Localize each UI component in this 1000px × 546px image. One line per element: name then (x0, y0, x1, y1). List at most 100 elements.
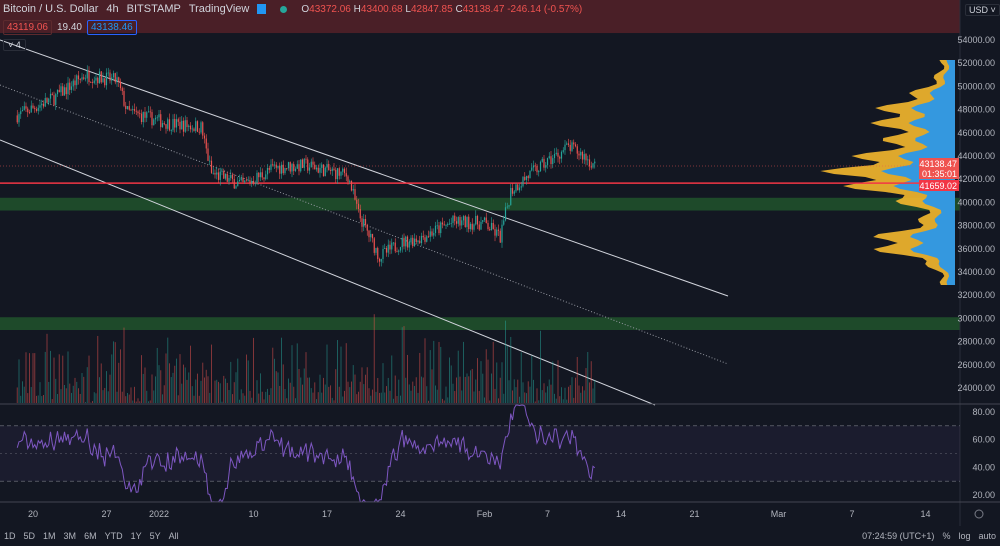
candle-body (132, 109, 134, 111)
candle-body (331, 168, 333, 172)
support-zone (0, 317, 960, 330)
volume-bar (585, 368, 587, 403)
volume-bar (326, 344, 328, 403)
volume-bar (274, 358, 275, 403)
volume-bar (410, 390, 412, 403)
settings-icon[interactable] (974, 509, 984, 519)
candle-body (34, 107, 36, 109)
candle-body (555, 152, 557, 154)
range-5d[interactable]: 5D (23, 531, 36, 541)
candle-body (261, 172, 263, 178)
candle-body (455, 221, 458, 224)
range-1d[interactable]: 1D (4, 531, 16, 541)
volume-bar (543, 383, 545, 403)
time-tick-label: 17 (322, 509, 332, 519)
candle-body (557, 152, 559, 157)
candle-body (18, 114, 20, 123)
volume-bar (88, 355, 90, 403)
volume-bar (176, 358, 177, 403)
price-tick-label: 54000.00 (957, 35, 995, 45)
volume-bar (235, 372, 237, 403)
time-tick-label: 14 (616, 509, 626, 519)
range-1y[interactable]: 1Y (130, 531, 142, 541)
buy-button[interactable]: 43138.46 (87, 20, 137, 35)
volume-bar (93, 392, 95, 403)
volume-bar (39, 382, 41, 403)
volume-bar (289, 382, 291, 403)
candle-body (207, 148, 209, 161)
candle-body (175, 119, 178, 128)
candle-body (475, 215, 477, 225)
candle-body (32, 105, 34, 108)
volume-bar (419, 352, 421, 403)
volume-bar (16, 387, 18, 403)
candle-body (329, 170, 332, 172)
volume-bar (407, 354, 408, 403)
volume-bar (309, 377, 310, 403)
candle-body (343, 168, 346, 174)
price-chart[interactable]: 24000.00 26000.00 28000.00 30000.00 32000.00… (0, 0, 1000, 526)
candle-body (590, 166, 592, 168)
auto-toggle[interactable]: auto (978, 531, 996, 541)
volume-bar (414, 385, 415, 403)
volume-bar (181, 383, 183, 403)
candle-body (356, 199, 358, 204)
candle-body (364, 218, 367, 225)
candle-body (448, 223, 451, 225)
candle-body (394, 242, 396, 252)
candle-body (531, 167, 533, 171)
candle-body (352, 189, 354, 191)
volume-bar (394, 375, 396, 403)
candle-body (371, 233, 374, 239)
volume-bar (268, 394, 270, 403)
interval[interactable]: 4h (106, 3, 119, 15)
indicators-toggle[interactable]: ˅ 4 (3, 39, 26, 51)
candle-body (67, 82, 69, 95)
bottom-toolbar: 1D 5D 1M 3M 6M YTD 1Y 5Y All (0, 526, 1000, 546)
volume-bar (317, 392, 319, 403)
volume-bar (305, 352, 307, 403)
line-price-badge (919, 180, 959, 191)
volume-bar (135, 401, 137, 403)
volume-bar (202, 362, 204, 403)
volume-bar (576, 356, 578, 403)
candle-body (525, 176, 528, 180)
volume-bar (113, 341, 114, 403)
volume-bar (130, 387, 132, 403)
range-ytd[interactable]: YTD (104, 531, 123, 541)
volume-bar (436, 389, 438, 403)
log-toggle[interactable]: log (958, 531, 971, 541)
volume-bar (211, 344, 212, 403)
volume-bar (380, 392, 382, 403)
price-tick-label: 32000.00 (957, 290, 995, 300)
volume-bar (267, 388, 268, 403)
sell-button[interactable]: 43119.06 (3, 20, 52, 35)
candle-body (86, 70, 88, 79)
candle-body (471, 223, 473, 230)
percent-toggle[interactable]: % (942, 531, 951, 541)
candle-body (146, 112, 148, 118)
candle-body (431, 231, 433, 236)
volume-bar (499, 377, 501, 403)
range-all[interactable]: All (168, 531, 179, 541)
volume-bar (270, 388, 272, 403)
volume-bar (20, 395, 22, 403)
price-tick-label: 24000.00 (957, 383, 995, 393)
candle-body (391, 242, 393, 250)
candle-body (543, 158, 545, 168)
volume-bar (449, 357, 450, 403)
volume-bar (422, 377, 424, 403)
volume-bar (86, 367, 88, 403)
range-3m[interactable]: 3M (63, 531, 77, 541)
candle-body (524, 176, 526, 180)
volume-bar (156, 347, 158, 403)
range-1m[interactable]: 1M (43, 531, 56, 541)
currency-selector[interactable]: USD ˅ (965, 4, 1000, 16)
range-5y[interactable]: 5Y (149, 531, 161, 541)
flag-icon[interactable] (257, 4, 267, 14)
rsi-line (16, 404, 596, 503)
range-6m[interactable]: 6M (84, 531, 97, 541)
candle-body (256, 172, 258, 184)
candle-body (93, 80, 95, 83)
symbol-name[interactable]: Bitcoin / U.S. Dollar (3, 3, 99, 15)
